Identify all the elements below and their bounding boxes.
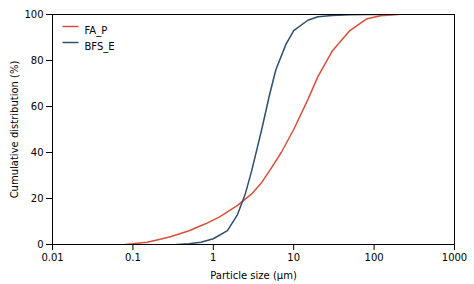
svg-text:Particle size (μm): Particle size (μm)	[210, 270, 297, 281]
svg-text:100: 100	[365, 252, 384, 263]
svg-text:100: 100	[24, 9, 43, 20]
svg-text:20: 20	[31, 193, 44, 204]
svg-text:1: 1	[210, 252, 216, 263]
svg-text:40: 40	[31, 147, 44, 158]
svg-text:0.1: 0.1	[125, 252, 141, 263]
svg-text:FA_P: FA_P	[85, 25, 108, 37]
svg-text:60: 60	[31, 101, 44, 112]
svg-text:BFS_E: BFS_E	[85, 41, 115, 53]
svg-text:0: 0	[37, 239, 43, 250]
svg-text:1000: 1000	[442, 252, 467, 263]
svg-text:Cumulative distribution (%): Cumulative distribution (%)	[9, 61, 20, 199]
svg-text:80: 80	[31, 55, 44, 66]
svg-text:0.01: 0.01	[41, 252, 63, 263]
svg-text:10: 10	[287, 252, 300, 263]
